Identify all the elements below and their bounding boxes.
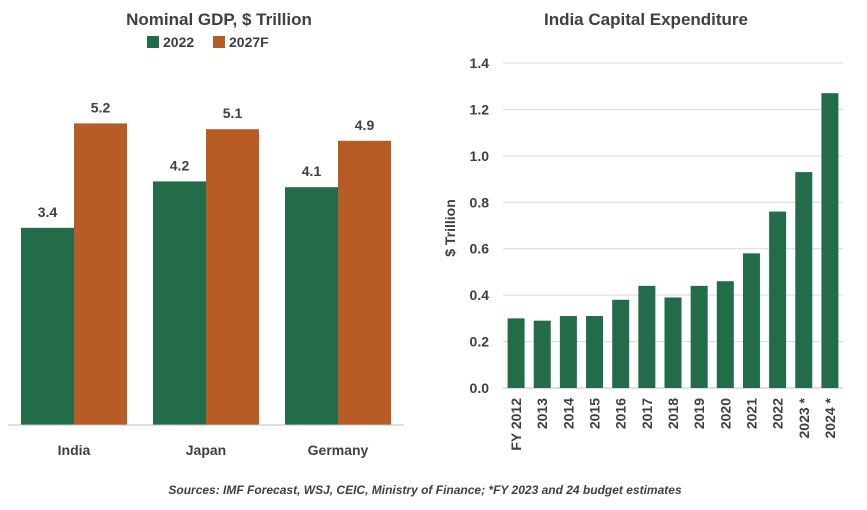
capex-bars: [507, 93, 839, 388]
gdp-data-label-germany-2027f: 4.9: [355, 117, 375, 133]
gdp-data-label-india-2022: 3.4: [38, 204, 58, 220]
gdp-chart: Nominal GDP, $ Trillion 2022 2027F 3.4 5.…: [8, 10, 404, 458]
gdp-category-label-japan: Japan: [186, 442, 226, 458]
gdp-data-label-india-2027f: 5.2: [91, 99, 111, 115]
capex-y-axis-title: $ Trillion: [442, 199, 458, 257]
capex-category-label-2016: 2016: [613, 398, 629, 429]
capex-bar-fy-2012: [507, 318, 525, 388]
footnote: Sources: IMF Forecast, WSJ, CEIC, Minist…: [168, 483, 682, 497]
capex-bar-2019: [690, 285, 708, 388]
capex-gridlines: [503, 62, 843, 389]
capex-category-label-2017: 2017: [639, 398, 655, 429]
capex-bar-2015: [586, 316, 604, 388]
capex-category-label-fy-2012: FY 2012: [508, 398, 524, 451]
gdp-data-label-japan-2022: 4.2: [170, 157, 190, 173]
capex-category-label-2019: 2019: [691, 398, 707, 429]
capex-category-label-2024: 2024 *: [822, 397, 838, 438]
capex-category-label-2014: 2014: [560, 398, 576, 429]
gdp-chart-legend: 2022 2027F: [147, 34, 269, 50]
gdp-bar-india-2022: [21, 227, 74, 425]
capex-y-tick-0-6: 0.6: [470, 241, 490, 257]
gdp-chart-title: Nominal GDP, $ Trillion: [126, 10, 312, 29]
capex-category-labels: FY 2012 2013 2014 2015 2016 2017 2018 2019 2020 2…: [508, 397, 838, 450]
capex-category-label-2022: 2022: [770, 398, 786, 429]
capex-chart-title: India Capital Expenditure: [544, 10, 748, 29]
capex-y-tick-0-8: 0.8: [470, 194, 490, 210]
capex-bar-2022: [769, 211, 787, 388]
capex-bar-2020: [716, 281, 734, 388]
capex-bar-2024: [821, 93, 839, 388]
gdp-bar-india-2027f: [74, 123, 127, 426]
capex-bar-2016: [612, 299, 630, 388]
gdp-data-label-germany-2022: 4.1: [302, 163, 322, 179]
gdp-bar-germany-2022: [285, 187, 338, 425]
gdp-bars: 3.4 5.2 4.2 5.1 4.1 4.9: [21, 99, 391, 426]
gdp-bar-germany-2027f: [338, 140, 391, 426]
capex-bar-2021: [742, 253, 760, 388]
capex-y-tick-0-2: 0.2: [470, 334, 490, 350]
capex-category-label-2020: 2020: [717, 398, 733, 429]
capex-y-tick-labels: 0.0 0.2 0.4 0.6 0.8 1.0 1.2 1.4: [470, 55, 490, 396]
capex-bar-2014: [559, 316, 577, 388]
capex-bar-2018: [664, 297, 682, 388]
capex-y-tick-1-4: 1.4: [470, 55, 490, 71]
capex-category-label-2015: 2015: [587, 398, 603, 429]
capex-bar-2013: [533, 320, 551, 388]
gdp-category-label-germany: Germany: [308, 442, 369, 458]
gdp-bar-japan-2027f: [206, 129, 259, 425]
capex-category-label-2021: 2021: [743, 398, 759, 429]
capex-category-label-2023: 2023 *: [796, 397, 812, 438]
capex-y-tick-0-0: 0.0: [470, 380, 490, 396]
capex-y-tick-1-2: 1.2: [470, 101, 490, 117]
capex-category-label-2013: 2013: [534, 398, 550, 429]
capex-category-label-2018: 2018: [665, 398, 681, 429]
legend-swatch-2022: [147, 36, 159, 48]
legend-label-2022: 2022: [163, 34, 194, 50]
gdp-category-label-india: India: [58, 442, 91, 458]
legend-label-2027f: 2027F: [229, 34, 269, 50]
gdp-data-label-japan-2027f: 5.1: [223, 105, 243, 121]
capex-y-tick-1-0: 1.0: [470, 148, 490, 164]
gdp-bar-japan-2022: [153, 181, 206, 425]
capex-bar-2017: [638, 285, 656, 388]
capex-chart: India Capital Expenditure 0.00.20.40.60.…: [442, 10, 843, 451]
gdp-category-labels: India Japan Germany: [58, 442, 369, 458]
capex-bar-2023: [795, 172, 813, 388]
legend-swatch-2027f: [213, 36, 225, 48]
capex-y-tick-0-4: 0.4: [470, 287, 490, 303]
